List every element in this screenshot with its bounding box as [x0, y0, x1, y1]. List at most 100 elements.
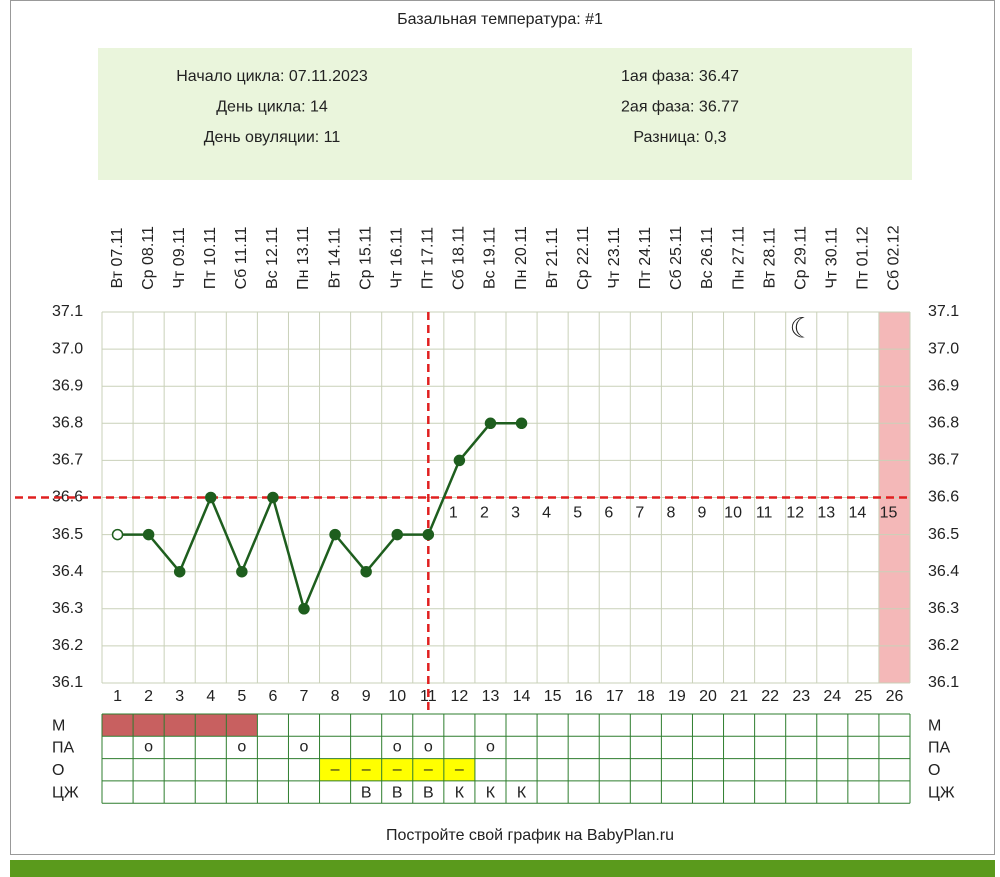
- x-tick-label: 23: [792, 688, 810, 705]
- mucus-cell: [350, 758, 382, 781]
- x-tick-label: 22: [761, 688, 779, 705]
- x-tick-label: 20: [699, 688, 717, 705]
- cell-text: В: [423, 784, 434, 801]
- temperature-point: [267, 491, 279, 504]
- row-label: О: [52, 762, 64, 779]
- temperature-point: [360, 565, 372, 578]
- luteal-day-number: 4: [542, 505, 551, 522]
- date-label: Вс 19.11: [482, 227, 499, 289]
- menses-cell: [133, 714, 165, 737]
- x-tick-label: 16: [575, 688, 593, 705]
- temperature-point: [422, 528, 435, 541]
- y-tick-label-right: 37.1: [928, 303, 959, 320]
- x-tick-label: 7: [300, 688, 309, 705]
- info-text: Начало цикла: 07.11.2023: [176, 68, 368, 85]
- cell-text: К: [517, 784, 527, 801]
- x-tick-label: 4: [206, 688, 215, 705]
- cell-symbol: о: [144, 739, 153, 756]
- date-label: Пн 20.11: [513, 226, 530, 290]
- cell-symbol: –: [362, 761, 371, 778]
- cell-text: К: [486, 784, 496, 801]
- date-label: Пт 01.12: [855, 226, 872, 289]
- date-label: Ср 22.11: [575, 226, 592, 290]
- temperature-point: [142, 528, 155, 541]
- luteal-day-number: 12: [786, 505, 804, 522]
- x-tick-label: 2: [144, 688, 153, 705]
- y-tick-label-right: 36.9: [928, 377, 959, 394]
- y-tick-label: 36.2: [52, 637, 83, 654]
- luteal-day-number: 6: [604, 505, 613, 522]
- cell-text: В: [392, 784, 403, 801]
- menses-cell: [102, 714, 134, 737]
- date-label: Ср 15.11: [357, 226, 374, 290]
- cell-symbol: о: [237, 739, 246, 756]
- cell-symbol: –: [393, 761, 402, 778]
- y-tick-label-right: 36.3: [928, 600, 959, 617]
- y-tick-label: 36.7: [52, 452, 83, 469]
- x-tick-label: 21: [730, 688, 748, 705]
- date-label: Вт 14.11: [326, 228, 343, 289]
- row-label-right: М: [928, 717, 941, 734]
- x-tick-label: 3: [175, 688, 184, 705]
- date-label: Сб 25.11: [668, 226, 685, 290]
- date-label: Ср 08.11: [140, 226, 157, 290]
- x-tick-label: 26: [886, 688, 904, 705]
- info-text: День овуляции: 11: [204, 129, 341, 146]
- luteal-day-number: 10: [724, 505, 742, 522]
- footer: Постройте свой график на BabyPlan.ru: [386, 827, 674, 844]
- y-tick-label: 36.3: [52, 600, 83, 617]
- y-tick-label: 36.4: [52, 563, 83, 580]
- x-tick-label: 18: [637, 688, 655, 705]
- date-label: Пн 13.11: [295, 226, 312, 290]
- cell-symbol: о: [424, 739, 433, 756]
- x-tick-label: 15: [544, 688, 562, 705]
- cell-symbol: –: [455, 761, 464, 778]
- temperature-point: [205, 491, 217, 504]
- date-label: Вт 21.11: [544, 228, 561, 289]
- moon-icon: ☾: [789, 312, 814, 343]
- y-tick-label-right: 36.7: [928, 452, 959, 469]
- y-tick-label-right: 37.0: [928, 340, 959, 357]
- cell-symbol: о: [393, 739, 402, 756]
- y-tick-label: 36.1: [52, 674, 83, 691]
- luteal-day-number: 5: [573, 505, 582, 522]
- y-tick-label-right: 36.5: [928, 526, 959, 543]
- luteal-day-number: 13: [817, 505, 835, 522]
- date-label: Вт 28.11: [761, 228, 778, 289]
- temperature-point: [515, 417, 528, 430]
- temperature-point: [111, 528, 124, 541]
- y-tick-label-right: 36.8: [928, 415, 959, 432]
- date-label: Чт 16.11: [388, 227, 405, 288]
- y-tick-label-right: 36.2: [928, 637, 959, 654]
- cell-symbol: –: [424, 761, 433, 778]
- x-tick-label: 25: [854, 688, 872, 705]
- date-label: Вт 07.11: [109, 228, 126, 289]
- luteal-day-number: 9: [698, 505, 707, 522]
- x-tick-label: 24: [823, 688, 841, 705]
- info-box: [98, 48, 912, 180]
- x-tick-label: 17: [606, 688, 624, 705]
- x-tick-label: 12: [450, 688, 468, 705]
- temperature-point: [173, 565, 186, 578]
- luteal-day-number: 15: [880, 505, 898, 522]
- row-label: ЦЖ: [52, 784, 79, 801]
- temperature-point: [329, 528, 341, 541]
- x-tick-label: 8: [331, 688, 340, 705]
- mucus-cell: [412, 758, 444, 781]
- temperature-point: [391, 528, 403, 541]
- cell-symbol: о: [300, 739, 309, 756]
- date-label: Сб 02.12: [886, 225, 903, 290]
- y-tick-label-right: 36.4: [928, 563, 959, 580]
- temperature-point: [236, 565, 248, 578]
- row-label: ПА: [52, 740, 75, 757]
- x-tick-label: 19: [668, 688, 686, 705]
- date-label: Пт 17.11: [420, 227, 437, 289]
- x-tick-label: 1: [113, 688, 122, 705]
- date-label: Сб 11.11: [233, 226, 250, 289]
- mucus-cell: [381, 758, 413, 781]
- row-label-right: О: [928, 762, 940, 779]
- y-tick-label: 37.0: [52, 340, 83, 357]
- x-tick-label: 6: [268, 688, 277, 705]
